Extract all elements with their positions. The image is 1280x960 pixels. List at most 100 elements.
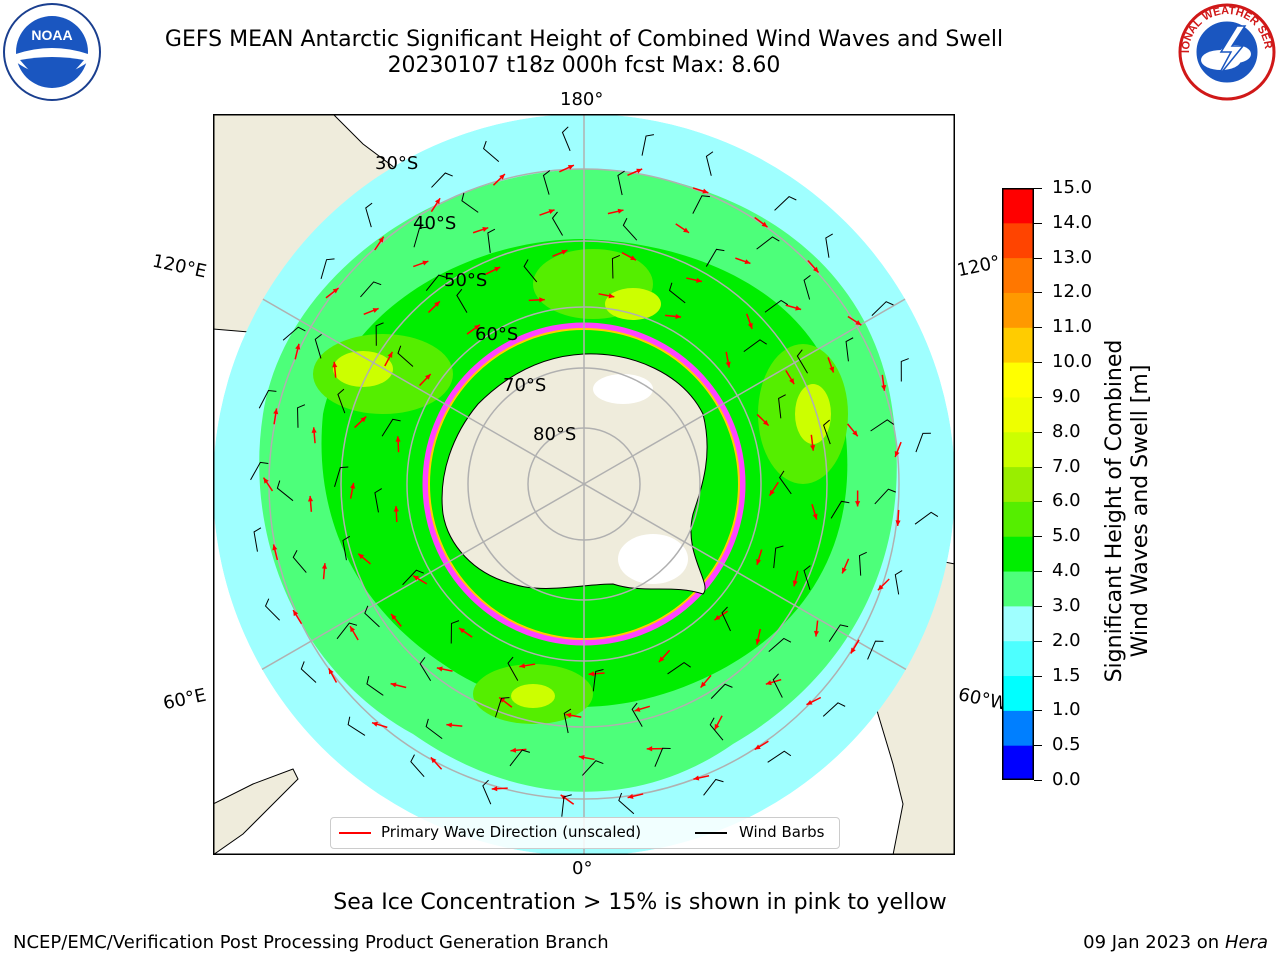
wave-arrow [714,610,729,621]
wave-arrow [510,747,527,753]
wind-barb [374,488,383,513]
wave-arrow [634,705,651,712]
lon-label-60e: 60°E [161,684,208,715]
legend-wave-label: Primary Wave Direction (unscaled) [381,823,642,841]
wave-arrow [332,361,338,378]
colorbar-tick-mark [1034,362,1042,364]
colorbar-cell [1002,605,1034,642]
wind-barb [710,683,733,699]
wave-arrow [785,370,795,385]
wind-barb [622,217,638,241]
colorbar-tick-mark [1034,605,1042,607]
wave-arrow [621,252,637,261]
wave-arrow [713,715,723,731]
wind-barb [823,419,831,445]
wind-barb [692,195,710,214]
wind-barb [282,326,306,341]
colorbar-tick-label: 13.0 [1052,246,1093,268]
chart-subtitle: 20230107 t18z 000h fcst Max: 8.60 [387,53,781,78]
wave-arrow [675,223,690,234]
wind-barb [456,288,468,313]
wind-barb [507,656,519,681]
wind-barb [563,708,572,734]
wind-barb [803,565,811,590]
colorbar-tick-label: 5.0 [1052,525,1081,547]
wave-arrow [756,413,770,427]
wave-arrow [627,168,643,176]
wave-arrow [311,427,317,444]
wave-arrow [827,357,835,373]
wave-arrow [686,277,703,283]
colorbar-cell [1002,292,1034,328]
colorbar-tick-mark [1034,675,1042,677]
colorbar-tick-mark [1034,292,1042,294]
wave-arrow [658,649,671,663]
wind-barb [867,640,884,660]
wave-arrow [755,628,762,645]
colorbar-cell [1002,396,1034,433]
wave-arrow [539,209,555,216]
wave-arrow [427,300,441,314]
wind-barb [705,248,725,267]
lat-label-60s: 60°S [475,324,518,345]
wind-barb [297,404,306,428]
wind-barb [402,569,424,586]
wind-barb [845,337,854,362]
wind-barb [592,668,604,692]
wind-barb [292,550,307,573]
wind-barb [668,282,686,304]
wave-arrow [552,249,568,257]
wind-barb [425,718,443,740]
wind-barb [822,702,846,717]
legend-wave-swatch [339,832,371,834]
colorbar-cell [1002,257,1034,293]
wind-barb [778,470,792,495]
wave-arrow [756,549,763,566]
wind-barb [914,511,939,525]
africa-land [213,768,299,855]
wave-arrow [692,187,709,194]
lat-label-30s: 30°S [375,153,418,174]
colorbar-cell [1002,501,1034,537]
wind-barb [778,394,786,419]
wave-arrow [272,544,279,561]
wind-barb [894,570,903,595]
colorbar-tick-mark [1034,431,1042,433]
wave-arrow [811,504,818,520]
wind-barb [375,322,384,346]
wave-direction-arrows [262,164,902,805]
wave-arrow [665,313,682,319]
wave-arrow [725,351,731,368]
wave-arrow [412,575,428,585]
wave-arrow [881,374,887,391]
colorbar-cell [1002,675,1034,711]
wave-arrow [607,208,624,215]
wind-barb [397,345,414,367]
lat-label-70s: 70°S [503,375,546,396]
wind-barb [381,418,401,437]
colorbar-tick-mark [1034,710,1042,712]
wave-arrow [598,293,615,299]
wave-arrow [325,287,340,299]
wind-barb [276,480,294,502]
wind-barb [523,259,538,283]
wind-barb [772,673,783,698]
wind-barb [314,333,322,359]
wind-barb [250,461,269,481]
footer-org: NCEP/EMC/Verification Post Processing Pr… [13,932,609,953]
wave-arrow [436,666,453,672]
colorbar-tick-mark [1034,780,1042,781]
footer-machine: Hera [1224,932,1268,953]
ross-ice [593,374,653,404]
wind-barb [803,274,811,300]
wave-arrow [813,620,820,637]
lon-label-180: 180° [560,89,604,110]
wave-arrow [768,481,779,497]
wind-barb [337,388,346,414]
colorbar-tick-label: 7.0 [1052,455,1081,477]
lat-label-80s: 80°S [533,424,576,445]
wave-arrow [485,266,501,275]
wave-arrow [578,754,595,761]
wind-barb [364,605,380,628]
wind-barb [450,620,460,644]
